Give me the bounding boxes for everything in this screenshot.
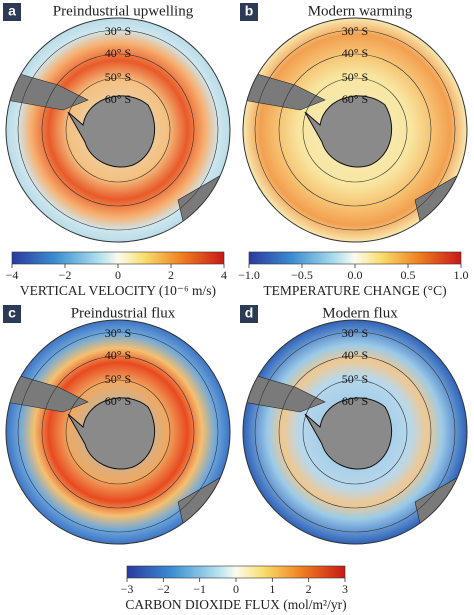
tick-label: 3: [342, 582, 348, 596]
latitude-label: 50° S: [105, 70, 131, 84]
tick-label: 1.0: [454, 268, 469, 282]
panel-letter-box: [240, 3, 258, 21]
map-border: [5, 319, 231, 545]
land: [6, 69, 89, 111]
panel-title: Modern flux: [322, 305, 398, 321]
land: [243, 69, 326, 111]
colorbar-scale: [126, 565, 346, 579]
latitude-label: 40° S: [342, 46, 368, 60]
latitude-label: 30° S: [105, 24, 131, 38]
tick-label: 4: [221, 268, 227, 282]
latitude-circle: [302, 379, 408, 485]
map-panel: c Preindustrial flux 30° S 40° S 50° S 60° S: [3, 305, 231, 545]
latitude-circle: [17, 331, 219, 533]
latitude-circle: [278, 355, 432, 509]
antarctica: [304, 95, 393, 168]
panel-title: Modern warming: [308, 3, 413, 19]
tick-label: 0: [233, 582, 239, 596]
panel-letter-box: [3, 3, 21, 21]
tick-label: 0.0: [348, 268, 363, 282]
latitude-label: 40° S: [105, 348, 131, 362]
colorbar-scale: [248, 251, 462, 265]
latitude-circle: [17, 29, 219, 231]
colorbar-label: VERTICAL VELOCITY (10⁻⁶ m/s): [20, 283, 216, 298]
latitude-circle: [278, 53, 432, 207]
antarctica: [304, 397, 393, 470]
colorbar: −1.0 −0.5 0.0 0.5 1.0 TEMPERATURE CHANGE (°C): [238, 251, 469, 298]
tick-label: −1.0: [238, 268, 260, 282]
latitude-label: 30° S: [342, 326, 368, 340]
panel-letter: c: [8, 305, 16, 321]
land: [6, 371, 89, 413]
tick-label: 2: [168, 268, 174, 282]
panel-title: Preindustrial upwelling: [53, 3, 194, 19]
panel-letter-box: [240, 305, 258, 323]
latitude-circle: [254, 29, 456, 231]
tick-label: 0.5: [401, 268, 416, 282]
map-border: [242, 17, 468, 243]
panel-letter: b: [245, 3, 254, 19]
latitude-circle: [41, 355, 195, 509]
panel-title: Preindustrial flux: [71, 305, 176, 321]
latitude-circle: [41, 53, 195, 207]
latitude-label: 30° S: [342, 24, 368, 38]
tick-label: −3: [121, 582, 134, 596]
latitude-circle: [65, 379, 171, 485]
map-border: [5, 17, 231, 243]
latitude-label: 60° S: [105, 394, 131, 408]
tick-label: 1: [269, 582, 275, 596]
tick-label: −4: [6, 268, 19, 282]
land: [243, 371, 326, 413]
latitude-circle: [302, 77, 408, 183]
latitude-label: 60° S: [342, 394, 368, 408]
colorbar-label: CARBON DIOXIDE FLUX (mol/m²/yr): [125, 597, 346, 612]
latitude-circle: [254, 331, 456, 533]
latitude-label: 40° S: [342, 348, 368, 362]
latitude-label: 50° S: [105, 372, 131, 386]
latitude-label: 50° S: [342, 70, 368, 84]
map-border: [242, 319, 468, 545]
colorbar-label: TEMPERATURE CHANGE (°C): [263, 283, 446, 298]
panel-letter-box: [3, 305, 21, 323]
tick-label: −2: [59, 268, 72, 282]
tick-label: 0: [115, 268, 121, 282]
antarctica: [67, 397, 156, 470]
latitude-label: 30° S: [105, 326, 131, 340]
tick-label: −2: [157, 582, 170, 596]
colorbar: −4 −2 0 2 4 VERTICAL VELOCITY (10⁻⁶ m/s): [6, 251, 227, 298]
latitude-label: 50° S: [342, 372, 368, 386]
map-panel: a Preindustrial upwelling 30° S 40° S 50° S 6…: [3, 3, 231, 243]
panel-letter: d: [245, 305, 254, 321]
tick-label: 2: [306, 582, 312, 596]
colorbar-scale: [11, 251, 225, 265]
map-panel: b Modern warming 30° S 40° S 50° S 60° S: [240, 3, 468, 243]
latitude-label: 40° S: [105, 46, 131, 60]
antarctica: [67, 95, 156, 168]
latitude-label: 60° S: [342, 92, 368, 106]
latitude-circle: [65, 77, 171, 183]
latitude-label: 60° S: [105, 92, 131, 106]
tick-label: −0.5: [291, 268, 313, 282]
map-panel: d Modern flux 30° S 40° S 50° S 60° S: [240, 305, 468, 545]
tick-label: −1: [193, 582, 206, 596]
panel-letter: a: [8, 3, 16, 19]
